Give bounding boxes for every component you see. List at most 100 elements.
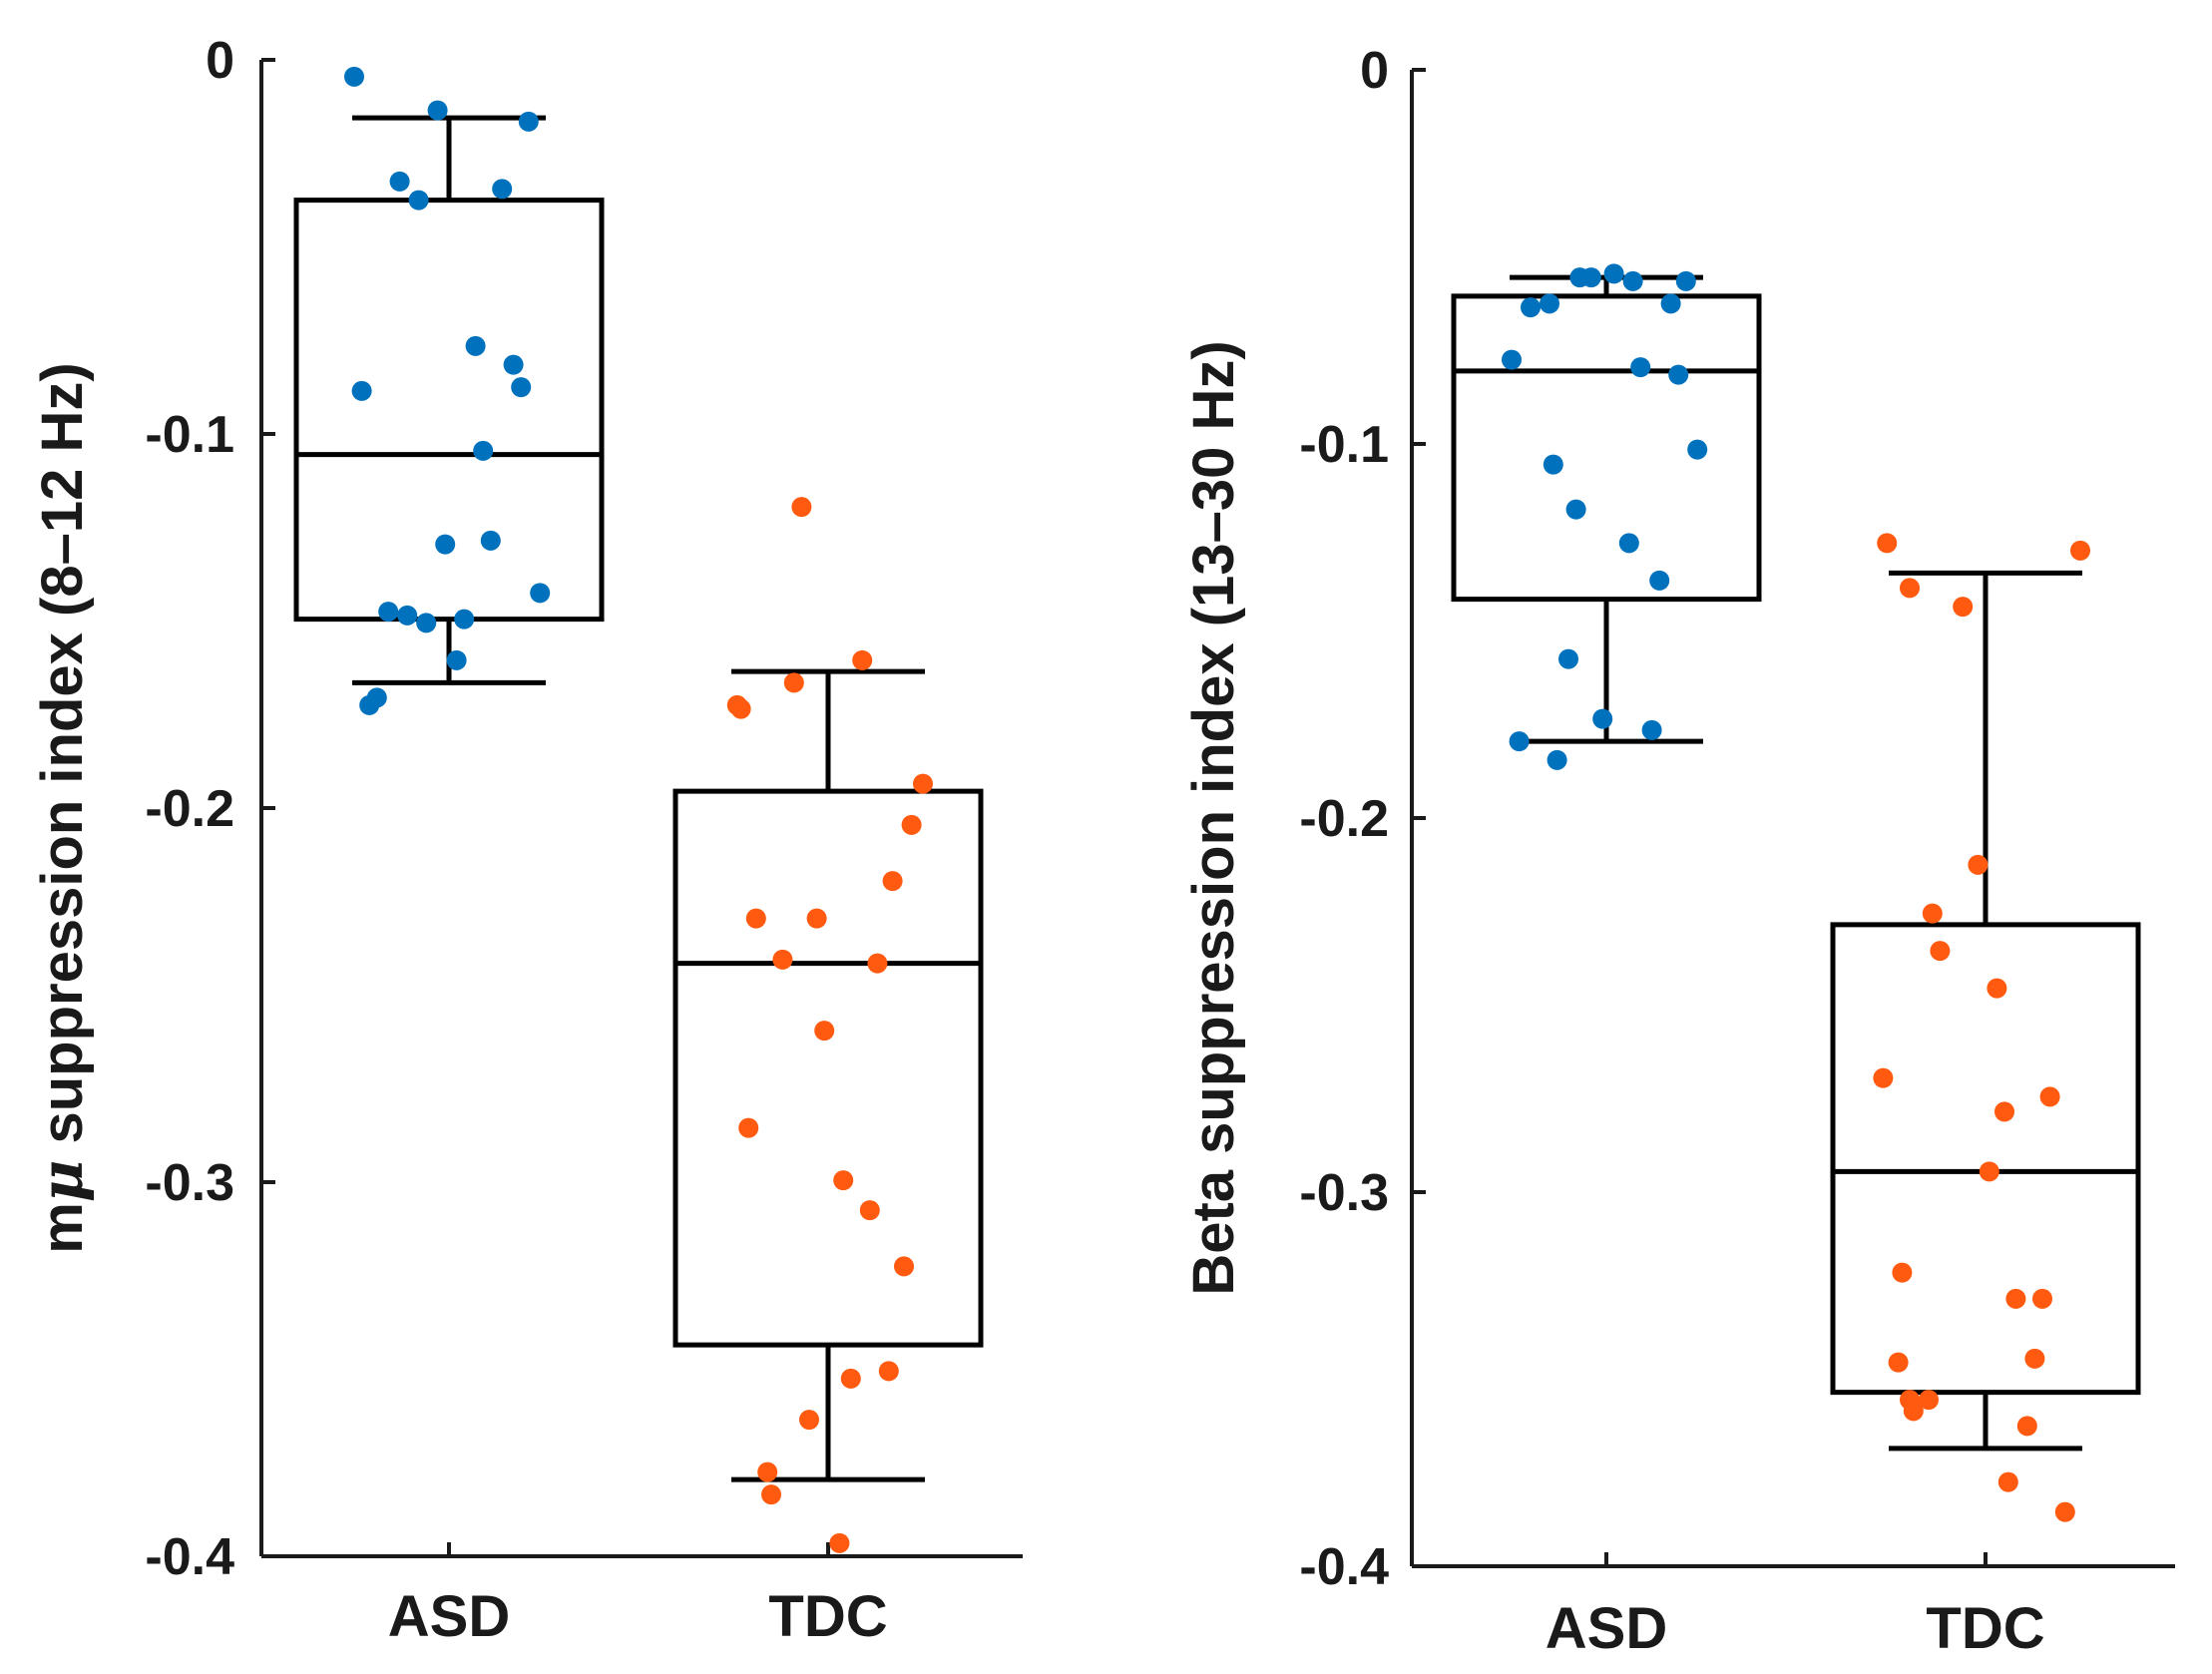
data-point xyxy=(2070,540,2090,561)
mu-suppression-panel: 0 -0.1 -0.2 -0.3 -0.4 ASD TDC mμ suppression in… xyxy=(28,32,1023,1649)
points-asd xyxy=(1502,263,1708,770)
box-asd xyxy=(1451,274,1762,744)
data-point xyxy=(480,530,501,551)
data-point xyxy=(1660,293,1681,314)
data-point xyxy=(351,380,372,401)
y-tick-label: -0.1 xyxy=(145,406,234,464)
data-point xyxy=(1580,267,1601,288)
data-point xyxy=(1543,454,1563,475)
data-point xyxy=(454,609,475,629)
data-point xyxy=(1968,854,1989,875)
data-point xyxy=(359,694,380,715)
data-point xyxy=(1521,297,1541,318)
data-point xyxy=(2016,1416,2037,1437)
x-tick-label-asd: ASD xyxy=(388,1584,510,1649)
data-point xyxy=(791,497,812,518)
y-tick-label: -0.1 xyxy=(1299,416,1389,474)
data-point xyxy=(2005,1288,2026,1309)
data-point xyxy=(1888,1352,1909,1373)
iqr-box xyxy=(1830,922,2141,1396)
data-point xyxy=(1873,1067,1894,1088)
points-tdc xyxy=(726,497,933,1553)
data-point xyxy=(894,1256,914,1277)
data-point xyxy=(799,1410,819,1431)
data-point xyxy=(1558,648,1578,669)
data-point xyxy=(1502,349,1522,370)
data-point xyxy=(435,534,456,555)
data-point xyxy=(772,949,793,970)
data-point xyxy=(1565,499,1586,520)
data-point xyxy=(1922,903,1943,924)
data-point xyxy=(446,649,467,670)
box-tdc xyxy=(672,668,984,1482)
data-point xyxy=(1997,1471,2018,1492)
data-point xyxy=(1687,439,1708,460)
data-point xyxy=(511,377,532,398)
y-tick-label: -0.4 xyxy=(1299,1538,1389,1596)
data-point xyxy=(859,1200,880,1221)
data-point xyxy=(1930,941,1951,962)
data-point xyxy=(913,773,933,794)
iqr-box xyxy=(293,198,605,623)
data-point xyxy=(1953,597,1974,618)
data-point xyxy=(882,871,903,892)
data-point xyxy=(867,953,888,974)
y-tick-label: -0.3 xyxy=(145,1154,234,1212)
data-point xyxy=(745,908,766,929)
data-point xyxy=(757,1462,778,1482)
data-point xyxy=(473,440,494,461)
y-tick-label: -0.2 xyxy=(1299,790,1389,848)
data-point xyxy=(783,672,804,693)
data-point xyxy=(1877,533,1898,554)
data-point xyxy=(833,1170,854,1191)
data-point xyxy=(1979,1161,1999,1182)
data-point xyxy=(397,605,418,626)
y-tick-label: -0.4 xyxy=(145,1528,234,1586)
data-point xyxy=(1603,263,1624,284)
data-point xyxy=(465,335,486,356)
data-point xyxy=(389,171,410,192)
data-point xyxy=(1892,1262,1913,1283)
data-point xyxy=(761,1484,781,1505)
y-tick-label: 0 xyxy=(1360,42,1389,100)
data-point xyxy=(2024,1348,2045,1369)
data-point xyxy=(1641,719,1662,740)
x-tick-label-tdc: TDC xyxy=(768,1584,887,1649)
data-point xyxy=(840,1368,861,1389)
data-point xyxy=(1675,270,1696,291)
data-point xyxy=(1919,1390,1939,1411)
data-point xyxy=(1547,749,1567,770)
data-point xyxy=(1618,533,1639,554)
data-point xyxy=(2032,1288,2052,1309)
data-point xyxy=(427,100,448,121)
data-point xyxy=(814,1021,835,1042)
data-point xyxy=(2039,1086,2060,1107)
data-point xyxy=(730,698,751,719)
data-point xyxy=(503,354,524,375)
data-point xyxy=(1540,293,1559,314)
data-point xyxy=(1622,270,1643,291)
points-asd xyxy=(344,66,551,715)
data-point xyxy=(1987,978,2007,999)
data-point xyxy=(378,602,399,623)
data-point xyxy=(1630,357,1651,378)
data-point xyxy=(1668,364,1689,385)
beta-suppression-panel: 0 -0.1 -0.2 -0.3 -0.4 ASD TDC Beta suppression … xyxy=(1181,42,2175,1661)
x-tick-label-tdc: TDC xyxy=(1926,1596,2044,1661)
data-point xyxy=(2054,1501,2075,1522)
box-asd xyxy=(293,115,605,685)
data-point xyxy=(1592,708,1613,729)
box-tdc xyxy=(1830,570,2141,1452)
data-point xyxy=(530,583,551,604)
y-axis-label: Beta suppression index (13–30 Hz) xyxy=(1181,340,1246,1295)
y-tick-label: -0.3 xyxy=(1299,1164,1389,1222)
iqr-box xyxy=(672,788,984,1348)
data-point xyxy=(806,908,827,929)
data-point xyxy=(829,1532,850,1553)
data-point xyxy=(901,814,922,835)
data-point xyxy=(1903,1401,1924,1422)
data-point xyxy=(1994,1101,2014,1122)
y-tick-label: -0.2 xyxy=(145,780,234,838)
y-tick-label: 0 xyxy=(206,32,234,90)
